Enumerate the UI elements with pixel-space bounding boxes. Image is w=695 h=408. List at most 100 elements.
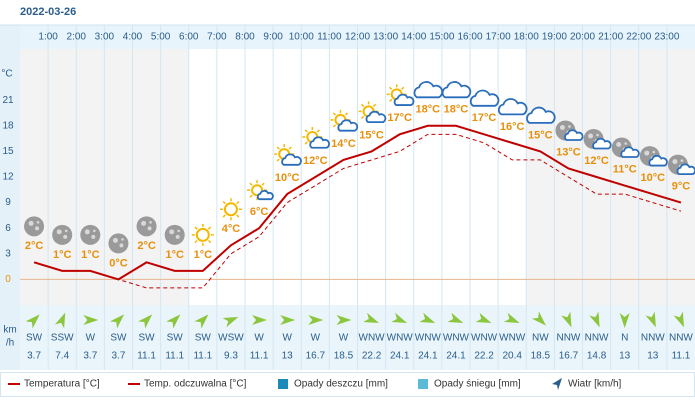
y-tick-label: 21 xyxy=(2,95,14,106)
wind-direction: W xyxy=(282,333,292,344)
weather-icon xyxy=(136,216,157,237)
wind-direction: WNW xyxy=(471,333,498,344)
wind-arrow xyxy=(645,311,656,328)
weather-icon xyxy=(555,120,584,141)
wind-speed: 24.1 xyxy=(446,351,466,362)
temperature-label: 0°C xyxy=(109,257,128,269)
sun-ray xyxy=(276,158,280,162)
wind-speed: 24.1 xyxy=(390,351,410,362)
wind-speed: 9.3 xyxy=(224,351,238,362)
legend-swatch xyxy=(278,379,288,389)
wind-speed: 3.7 xyxy=(111,351,125,362)
sun-ray xyxy=(304,141,308,145)
hour-label: 12:00 xyxy=(345,32,370,43)
wind-speed: 11.1 xyxy=(137,351,156,362)
cloud xyxy=(256,189,274,201)
wind-speed: 13 xyxy=(647,351,659,362)
temperature-label: 9°C xyxy=(672,181,691,193)
temperature-label: 18°C xyxy=(444,104,469,116)
crater xyxy=(672,159,678,165)
temperature-label: 4°C xyxy=(222,223,241,235)
moon xyxy=(24,216,45,237)
temperature-label: 6°C xyxy=(250,206,269,218)
sun-ray xyxy=(222,214,226,218)
sun-ray xyxy=(236,214,240,218)
moon xyxy=(136,216,157,237)
wind-arrow xyxy=(280,315,296,325)
wind-arrow xyxy=(336,315,352,325)
crater xyxy=(141,220,147,226)
wind-arrow xyxy=(673,311,684,328)
wind-arrow xyxy=(252,315,268,325)
wind-arrow xyxy=(308,315,324,325)
hour-label: 15:00 xyxy=(429,32,454,43)
weather-icon xyxy=(497,98,528,116)
moon xyxy=(164,224,185,245)
temperature-line xyxy=(33,124,682,281)
wind-direction: SW xyxy=(26,333,43,344)
wind-direction: W xyxy=(339,333,349,344)
weather-icon xyxy=(302,127,331,149)
wind-direction: SW xyxy=(139,333,156,344)
sun-ray xyxy=(401,86,405,90)
temperature-label: 1°C xyxy=(53,249,72,261)
crater xyxy=(91,234,96,239)
temperature-label: 2°C xyxy=(25,240,44,252)
wind-arrow xyxy=(138,314,153,329)
wind-arrow xyxy=(447,312,464,324)
wind-direction: N xyxy=(621,333,628,344)
wind-direction: W xyxy=(86,333,96,344)
weather-icon xyxy=(219,198,242,221)
cloud xyxy=(676,163,695,175)
weather-icon xyxy=(24,216,45,237)
moon xyxy=(52,224,73,245)
temperature-label: 1°C xyxy=(81,249,100,261)
sun-ray xyxy=(276,146,280,150)
weather-icon xyxy=(526,106,556,124)
y-tick-label: 3 xyxy=(5,248,11,259)
temperature-label: 15°C xyxy=(359,129,384,141)
crater xyxy=(147,226,152,231)
wind-speed: 11.1 xyxy=(672,351,691,362)
sun-ray xyxy=(261,182,265,186)
temperature-label: 11°C xyxy=(613,163,637,175)
wind-direction: NNW xyxy=(556,333,580,344)
cloud xyxy=(337,119,359,132)
cloud xyxy=(365,110,387,124)
weather-icon xyxy=(108,233,129,254)
wind-direction: WNW xyxy=(415,333,442,344)
crater xyxy=(177,229,180,233)
cloud xyxy=(526,106,556,124)
hour-label: 2:00 xyxy=(67,32,87,43)
temperature-label: 18°C xyxy=(416,104,441,116)
crater xyxy=(680,159,684,162)
cloud xyxy=(393,93,415,106)
wind-unit: /h xyxy=(6,338,14,349)
wind-arrow xyxy=(419,312,436,324)
wind-direction: NNW xyxy=(641,333,665,344)
legend-label: Temperatura [°C] xyxy=(24,379,100,390)
sun-ray xyxy=(249,182,253,186)
crater xyxy=(559,124,565,130)
cloud xyxy=(648,154,668,167)
wind-arrow xyxy=(166,314,181,329)
temperature-label: 2°C xyxy=(137,240,156,252)
weather-icon xyxy=(80,224,101,245)
sun-ray xyxy=(304,129,308,133)
wind-direction: SW xyxy=(110,333,127,344)
legend-swatch xyxy=(552,378,562,390)
wind-speed: 22.2 xyxy=(362,351,382,362)
crater xyxy=(121,238,124,241)
wind-direction: WNW xyxy=(443,333,470,344)
y-tick-label: 6 xyxy=(5,223,11,234)
sun-ray xyxy=(316,129,320,133)
wind-direction: NNW xyxy=(585,333,609,344)
sun-ray xyxy=(360,103,365,107)
hour-label: 9:00 xyxy=(263,32,283,43)
weather-icon xyxy=(191,223,214,246)
temperature-label: 1°C xyxy=(194,249,213,261)
hour-label: 19:00 xyxy=(542,32,567,43)
temperature-label: 16°C xyxy=(500,121,525,133)
moon xyxy=(80,224,101,245)
